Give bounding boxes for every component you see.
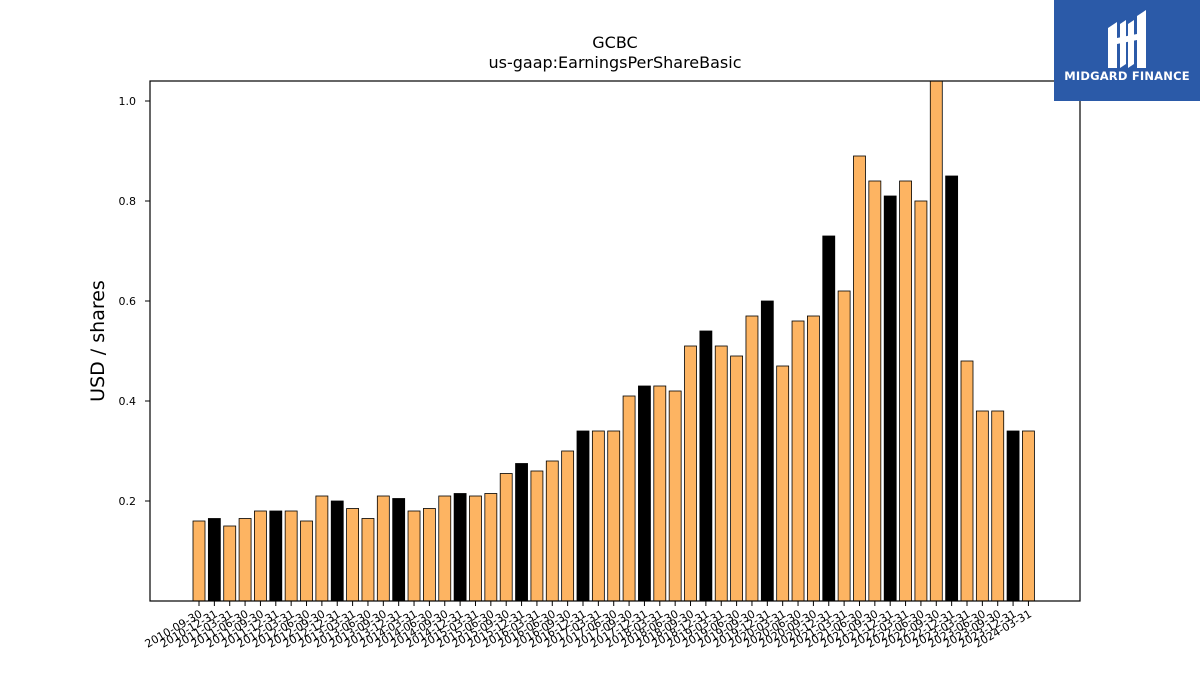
bar-2012-03-31	[284, 510, 298, 602]
bar-2015-12-31	[515, 463, 528, 602]
y-axis-ticks: 0.2 0.4 0.6 0.8 1.0	[119, 95, 150, 508]
bar-2010-09-30	[192, 520, 206, 602]
bar-2018-03-31	[653, 385, 667, 602]
bar-2014-09-30	[438, 495, 452, 602]
bar-2014-12-31	[453, 493, 467, 602]
chart-subtitle: us-gaap:EarningsPerShareBasic	[488, 53, 741, 72]
bar-2020-09-30	[807, 315, 820, 602]
y-tick-label: 0.2	[119, 495, 137, 508]
plot-frame	[149, 80, 1081, 602]
bar-2022-09-30	[929, 80, 943, 602]
y-tick-label: 0.6	[119, 295, 137, 308]
bar-2023-12-31	[1006, 430, 1020, 602]
bar-2016-03-31	[530, 470, 544, 602]
bar-2017-12-31	[638, 385, 651, 602]
bar-2015-03-31	[469, 495, 482, 602]
bar-2017-09-30	[622, 395, 636, 602]
bar-2020-03-31	[776, 365, 790, 602]
bar-2016-06-30	[545, 460, 559, 602]
bar-2011-12-31	[269, 510, 283, 602]
y-axis-label: USD / shares	[87, 280, 109, 402]
bar-2015-06-30	[484, 493, 498, 602]
bar-2023-03-31	[960, 360, 974, 602]
bar-2012-09-30	[315, 495, 329, 602]
bar-2019-09-30	[745, 315, 759, 602]
bar-2012-06-30	[300, 520, 313, 602]
bar-2013-06-30	[361, 518, 375, 602]
bar-2020-12-31	[822, 235, 836, 602]
bar-2019-12-31	[760, 300, 774, 602]
bar-2013-03-31	[346, 508, 360, 602]
bar-2020-06-30	[791, 320, 805, 602]
bar-2018-06-30	[668, 390, 682, 602]
bar-2015-09-30	[499, 473, 513, 602]
bar-2011-09-30	[254, 510, 267, 602]
bar-2017-03-31	[591, 430, 605, 602]
bar-2017-06-30	[607, 430, 621, 602]
bar-2022-06-30	[914, 200, 928, 602]
bar-2021-09-30	[868, 180, 882, 602]
bar-2014-06-30	[422, 508, 436, 602]
chart-title: GCBC	[592, 33, 637, 52]
bar-2016-12-31	[576, 430, 590, 602]
bar-2021-06-30	[853, 155, 866, 602]
x-axis-ticks: 2010-09-302010-12-312011-03-312011-06-30…	[143, 601, 1034, 651]
y-tick-label: 0.4	[119, 395, 137, 408]
midgard-logo-icon	[1108, 10, 1146, 68]
bar-2013-09-30	[376, 495, 390, 602]
bar-2011-03-31	[223, 525, 237, 602]
bar-2023-09-30	[991, 410, 1005, 602]
bar-2016-09-30	[561, 450, 575, 602]
bar-2013-12-31	[392, 498, 406, 602]
bar-2014-03-31	[407, 510, 421, 602]
bar-2019-06-30	[730, 355, 743, 602]
bar-2021-03-31	[837, 290, 851, 602]
bar-2011-06-30	[238, 518, 252, 602]
bar-2012-12-31	[330, 500, 344, 602]
bar-2018-12-31	[699, 330, 713, 602]
brand-logo: MIDGARD FINANCE	[1054, 0, 1200, 101]
bar-2019-03-31	[714, 345, 728, 602]
bar-2010-12-31	[207, 518, 221, 602]
bar-2018-09-30	[684, 345, 697, 602]
y-tick-label: 1.0	[119, 95, 137, 108]
bar-2022-12-31	[945, 175, 959, 602]
bars-group	[192, 80, 1035, 602]
bar-2023-06-30	[975, 410, 989, 602]
bar-2024-03-31	[1022, 430, 1035, 602]
brand-name: MIDGARD FINANCE	[1064, 69, 1190, 83]
y-tick-label: 0.8	[119, 195, 137, 208]
bar-2022-03-31	[899, 180, 912, 602]
bar-2021-12-31	[883, 195, 897, 602]
